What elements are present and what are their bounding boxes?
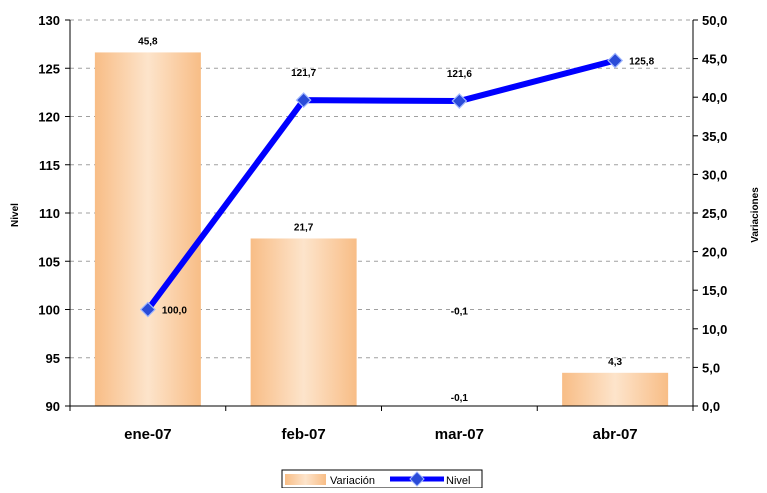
data-label-variacion: 4,3	[608, 357, 622, 368]
point-nivel	[607, 52, 624, 69]
y2-tick-label: 45,0	[702, 52, 727, 67]
x-tick-label: feb-07	[282, 426, 326, 443]
y-tick-label: 100	[38, 303, 60, 318]
y2-tick-label: 20,0	[702, 245, 727, 260]
line-series	[139, 52, 624, 318]
y-tick-label: 95	[46, 351, 60, 366]
legend-label-nivel: Nivel	[446, 475, 470, 487]
y2-tick-label: 10,0	[702, 322, 727, 337]
data-label-nivel: 100,0	[162, 306, 187, 317]
x-tick-label: mar-07	[435, 426, 484, 443]
axes: 90 95 100 105 110 115 120 125 130 0,0 5,0 10,0 15,0 2…	[38, 13, 727, 443]
legend-bar-swatch	[285, 474, 326, 485]
y-tick-label: 115	[39, 158, 60, 173]
y-axis-title: Nivel	[10, 203, 21, 227]
data-label-nivel: 125,8	[629, 57, 654, 68]
y2-axis-title: Variaciones	[750, 187, 761, 243]
bar-series	[94, 52, 669, 406]
bar-variacion	[250, 238, 357, 406]
data-label-extra: -0,1	[451, 307, 469, 318]
legend-marker-swatch	[409, 471, 425, 487]
x-tick-label: ene-07	[124, 426, 172, 443]
y-tick-label: 110	[39, 206, 60, 221]
legend-label-variacion: Variación	[330, 475, 375, 487]
point-nivel	[295, 92, 312, 109]
y-tick-label: 120	[38, 110, 60, 125]
x-tick-label: abr-07	[593, 426, 638, 443]
data-label-variacion: -0,1	[451, 393, 469, 404]
line-nivel	[145, 57, 616, 312]
y-tick-label: 105	[38, 254, 60, 269]
data-label-variacion: 45,8	[138, 36, 158, 47]
y2-tick-label: 30,0	[702, 167, 727, 182]
bar-variacion	[94, 52, 201, 406]
y2-tick-label: 15,0	[702, 283, 727, 298]
data-label-nivel: 121,7	[291, 68, 316, 79]
y2-tick-label: 50,0	[702, 13, 727, 28]
y2-tick-label: 40,0	[702, 90, 727, 105]
point-nivel	[451, 93, 468, 109]
bar-variacion	[562, 372, 669, 406]
y2-tick-label: 0,0	[702, 399, 720, 414]
y2-tick-label: 35,0	[702, 129, 727, 144]
y-tick-label: 125	[38, 61, 60, 76]
legend: Variación Nivel	[281, 469, 483, 489]
y2-tick-label: 5,0	[702, 360, 720, 375]
data-label-variacion: 21,7	[294, 222, 314, 233]
data-labels: 45,8 21,7 -0,1 4,3 -0,1 100,0 121,7 121,6 125,8	[138, 36, 654, 404]
point-nivel	[139, 301, 156, 318]
y-tick-label: 90	[46, 399, 60, 414]
y2-tick-label: 25,0	[702, 206, 727, 221]
y-tick-label: 130	[38, 13, 60, 28]
data-label-nivel: 121,6	[447, 69, 472, 80]
